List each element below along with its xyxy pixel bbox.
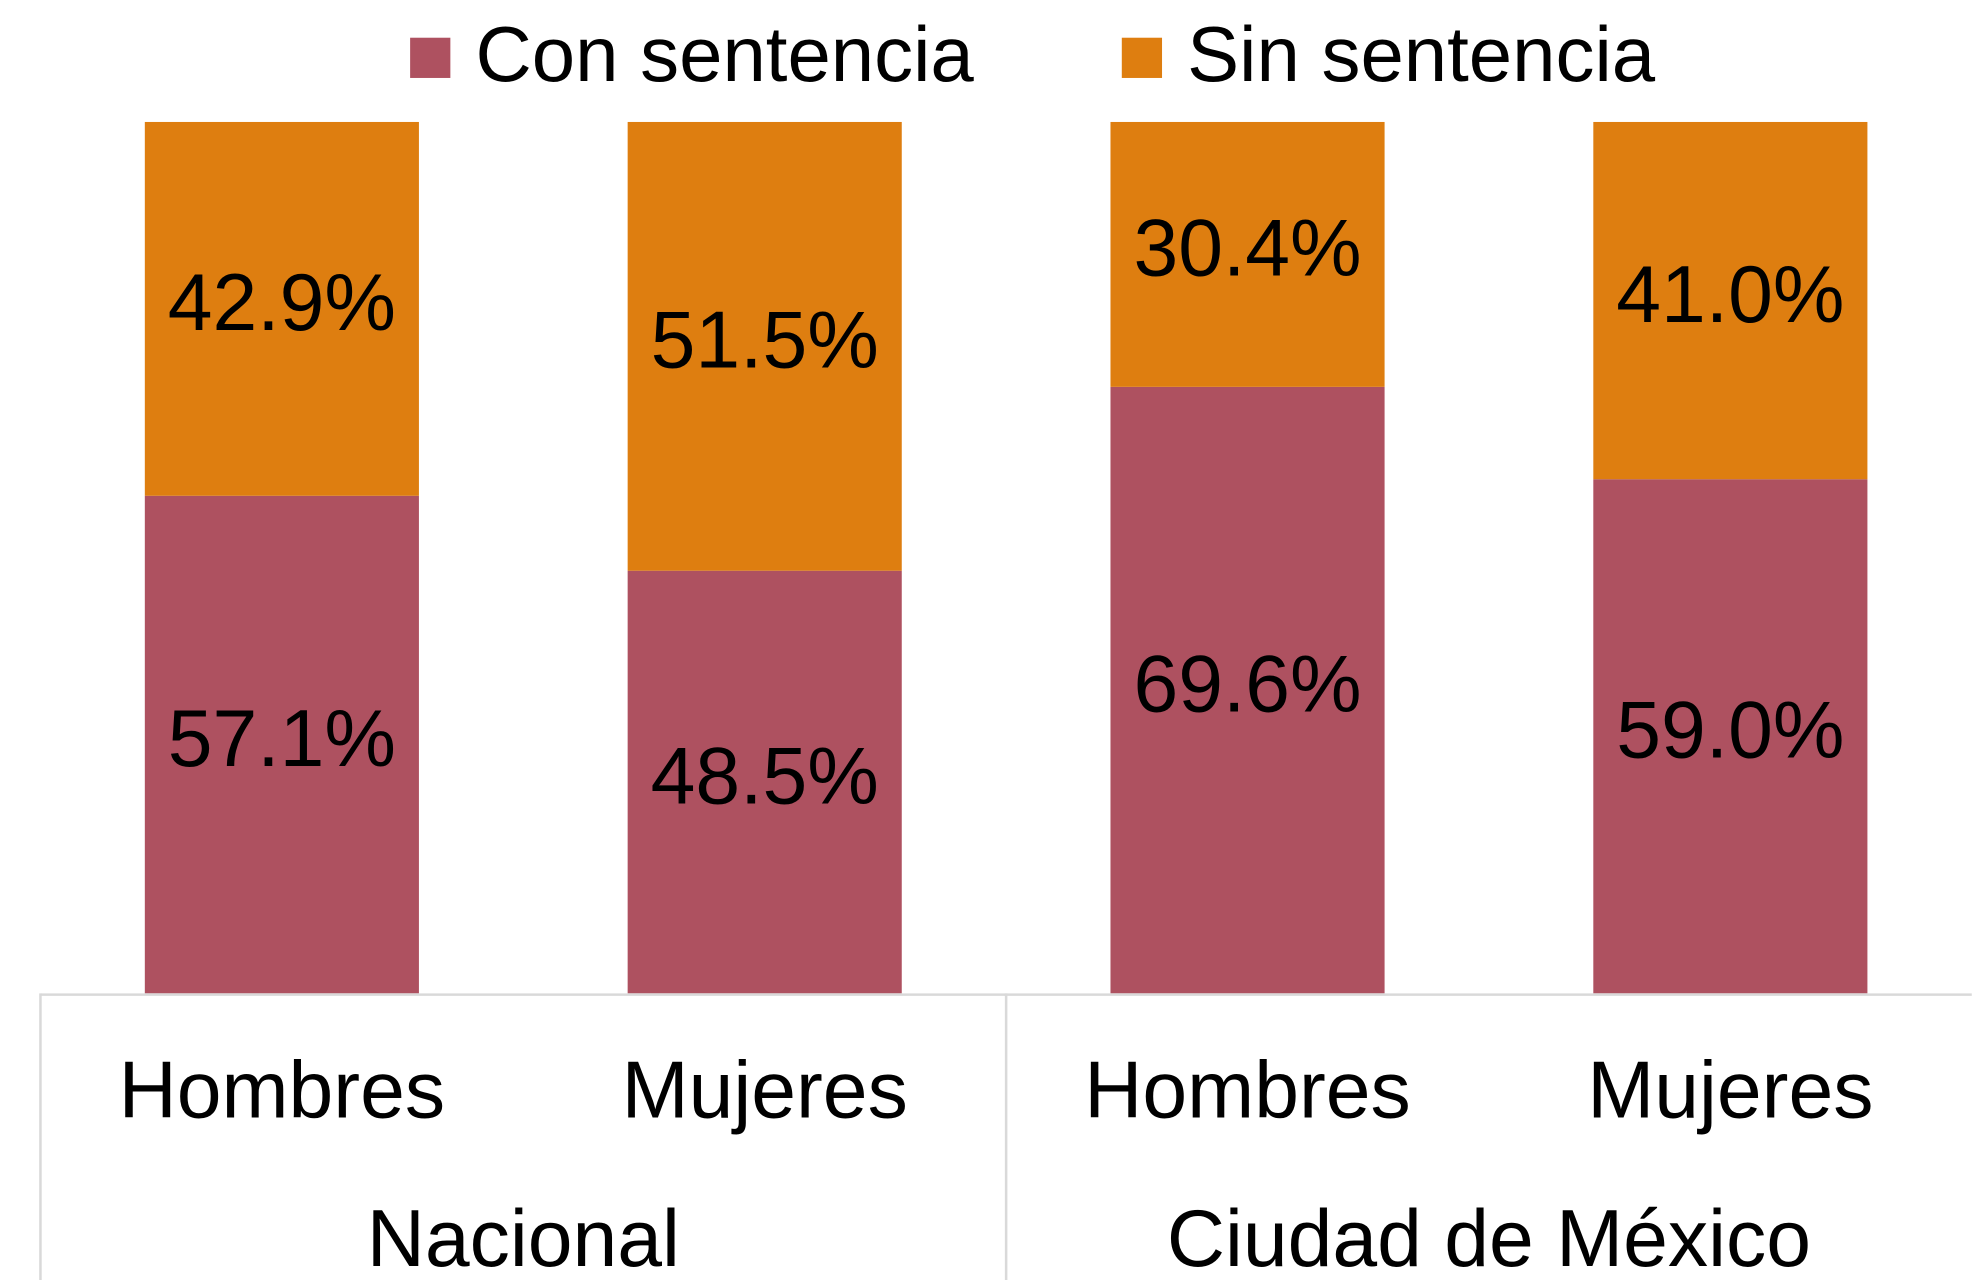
bar-segment xyxy=(1110,121,1385,387)
legend-swatch xyxy=(410,37,451,78)
bar-segment xyxy=(144,495,419,994)
data-label: 30.4% xyxy=(1133,204,1361,294)
data-label: 57.1% xyxy=(168,694,396,784)
legend-label: Con sentencia xyxy=(476,10,975,98)
x-tick-label: Mujeres xyxy=(622,1046,908,1136)
bar-segment xyxy=(1593,121,1868,480)
x-tick-label: Hombres xyxy=(1084,1046,1410,1136)
legend-swatch xyxy=(1121,37,1163,78)
data-label: 69.6% xyxy=(1133,639,1361,729)
bar-segment xyxy=(1110,386,1385,994)
group-label: Ciudad de México xyxy=(1167,1194,1811,1280)
legend-label: Sin sentencia xyxy=(1187,10,1656,98)
x-tick-label: Mujeres xyxy=(1587,1046,1873,1136)
data-label: 42.9% xyxy=(168,258,396,348)
bar-segment xyxy=(627,570,902,994)
data-label: 51.5% xyxy=(651,296,879,386)
data-label: 48.5% xyxy=(651,731,879,821)
data-label: 41.0% xyxy=(1616,250,1844,340)
bar-segment xyxy=(627,121,902,571)
group-label: Nacional xyxy=(367,1194,680,1280)
bar-segment xyxy=(144,121,419,496)
x-tick-label: Hombres xyxy=(119,1046,445,1136)
bar-segment xyxy=(1593,479,1868,994)
data-label: 59.0% xyxy=(1616,686,1844,776)
